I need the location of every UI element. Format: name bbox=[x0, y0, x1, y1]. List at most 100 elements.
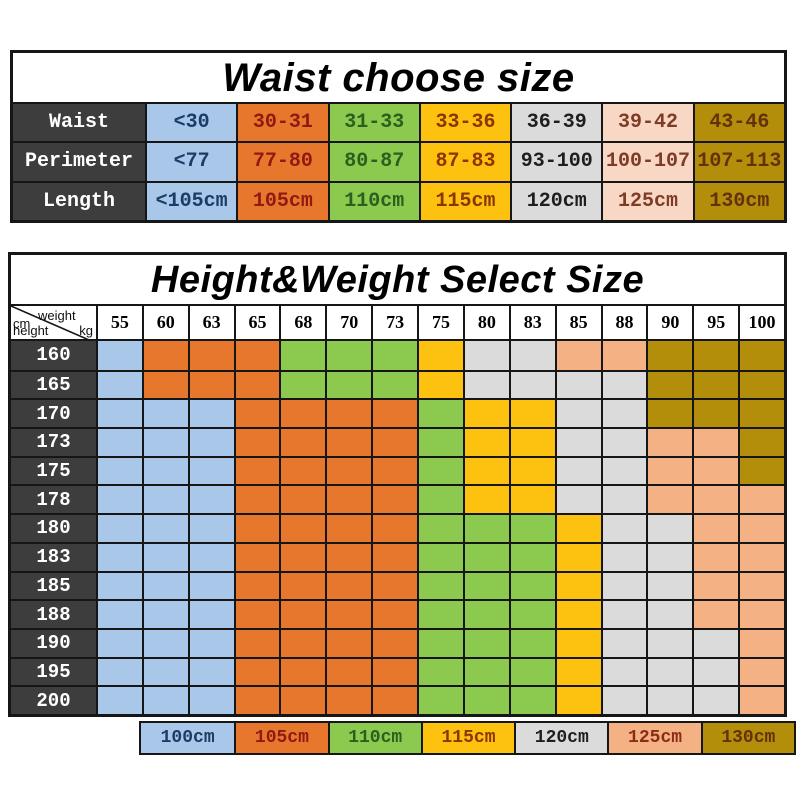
size-grid-cell bbox=[371, 570, 418, 600]
size-grid-cell bbox=[462, 685, 509, 714]
size-grid-cell bbox=[187, 369, 234, 399]
size-grid-cell bbox=[462, 656, 509, 686]
size-grid-cell bbox=[371, 627, 418, 657]
size-grid-cell bbox=[508, 398, 555, 428]
size-grid-cell bbox=[554, 341, 601, 370]
size-grid-cell bbox=[279, 484, 326, 514]
waist-size-cell: 125cm bbox=[601, 180, 693, 220]
waist-size-cell: <105cm bbox=[145, 180, 237, 220]
height-row-label: 178 bbox=[11, 484, 96, 514]
size-grid-cell bbox=[325, 369, 372, 399]
legend-cell: 105cm bbox=[234, 723, 328, 753]
size-grid-cell bbox=[692, 656, 739, 686]
size-grid-cell bbox=[233, 570, 280, 600]
size-grid-cell bbox=[508, 341, 555, 370]
size-grid-cell bbox=[600, 369, 647, 399]
weight-header-cell: 60 bbox=[141, 306, 188, 339]
size-grid-cell bbox=[233, 685, 280, 714]
size-grid-cell bbox=[508, 455, 555, 485]
size-grid-cell bbox=[738, 570, 784, 600]
size-grid-cell bbox=[417, 570, 463, 600]
waist-size-cell: 100-107 bbox=[601, 141, 693, 181]
size-grid-cell bbox=[187, 599, 234, 628]
waist-row-label-waist: Waist bbox=[13, 102, 145, 142]
size-grid-cell bbox=[508, 599, 555, 628]
weight-header-cell: 70 bbox=[325, 306, 371, 339]
size-grid-cell bbox=[187, 398, 234, 428]
size-grid-cell bbox=[692, 398, 739, 428]
size-grid-cell bbox=[96, 541, 142, 571]
size-grid-cell bbox=[462, 484, 509, 514]
height-row-label: 200 bbox=[11, 685, 96, 714]
size-grid-cell bbox=[187, 455, 234, 485]
size-grid-cell bbox=[279, 570, 326, 600]
size-grid-cell bbox=[233, 599, 280, 628]
size-grid-cell bbox=[371, 513, 418, 542]
size-grid-cell bbox=[325, 427, 372, 456]
legend-cell: 110cm bbox=[327, 723, 421, 753]
size-grid-cell bbox=[325, 513, 372, 542]
size-grid-cell bbox=[554, 455, 601, 485]
size-grid-cell bbox=[187, 427, 234, 456]
size-grid-cell bbox=[371, 541, 418, 571]
size-grid-cell bbox=[600, 599, 647, 628]
size-grid-cell bbox=[96, 627, 142, 657]
size-grid-cell bbox=[508, 685, 555, 714]
legend-cell: 130cm bbox=[700, 723, 794, 753]
waist-size-cell: 93-100 bbox=[510, 141, 602, 181]
size-grid-cell bbox=[738, 656, 784, 686]
size-grid-cell bbox=[417, 398, 463, 428]
size-grid-cell bbox=[646, 685, 693, 714]
size-grid-cell bbox=[325, 541, 372, 571]
size-grid-cell bbox=[141, 627, 188, 657]
weight-header-cell: 75 bbox=[417, 306, 463, 339]
size-grid-cell bbox=[233, 513, 280, 542]
size-grid-cell bbox=[692, 685, 739, 714]
corner-header-cell: weight kg cm height bbox=[11, 306, 96, 339]
weight-header-cell: 100 bbox=[738, 306, 784, 339]
size-grid-cell bbox=[692, 369, 739, 399]
corner-cm-label: cm bbox=[13, 316, 31, 331]
size-grid-cell bbox=[600, 570, 647, 600]
size-grid-cell bbox=[738, 398, 784, 428]
height-row-label: 180 bbox=[11, 513, 96, 542]
size-grid-cell bbox=[554, 427, 601, 456]
size-grid-cell bbox=[325, 570, 372, 600]
weight-header-cell: 83 bbox=[508, 306, 555, 339]
waist-size-cell: 39-42 bbox=[601, 102, 693, 142]
size-grid-cell bbox=[325, 455, 372, 485]
legend-cell: 100cm bbox=[141, 723, 235, 753]
size-grid-cell bbox=[646, 341, 693, 370]
size-grid-cell bbox=[738, 484, 784, 514]
size-grid-cell bbox=[279, 369, 326, 399]
size-grid-cell bbox=[692, 599, 739, 628]
size-grid-cell bbox=[738, 455, 784, 485]
size-grid-cell bbox=[279, 627, 326, 657]
size-grid-cell bbox=[600, 341, 647, 370]
weight-header-cell: 88 bbox=[600, 306, 647, 339]
height-row-label: 165 bbox=[11, 369, 96, 399]
size-grid-cell bbox=[462, 455, 509, 485]
height-row-label: 173 bbox=[11, 427, 96, 456]
size-grid-cell bbox=[462, 513, 509, 542]
size-grid-cell bbox=[141, 369, 188, 399]
size-grid-cell bbox=[508, 484, 555, 514]
size-grid-cell bbox=[417, 599, 463, 628]
size-grid-cell bbox=[646, 627, 693, 657]
size-grid-cell bbox=[233, 627, 280, 657]
height-row-label: 160 bbox=[11, 341, 96, 370]
size-grid-cell bbox=[371, 685, 418, 714]
size-grid-cell bbox=[646, 570, 693, 600]
size-grid-cell bbox=[417, 455, 463, 485]
weight-header-cell: 55 bbox=[96, 306, 142, 339]
size-grid-cell bbox=[371, 455, 418, 485]
waist-size-cell: 31-33 bbox=[327, 102, 419, 142]
legend-cell: 125cm bbox=[607, 723, 701, 753]
waist-table-grid: Waist <30 30-31 31-33 33-36 36-39 39-42 43-46 Pe… bbox=[13, 102, 784, 220]
size-grid-cell bbox=[600, 427, 647, 456]
size-grid-cell bbox=[187, 513, 234, 542]
size-grid-cell bbox=[462, 369, 509, 399]
waist-size-cell: 115cm bbox=[418, 180, 511, 220]
waist-size-cell: 80-87 bbox=[327, 141, 419, 181]
size-grid-cell bbox=[187, 484, 234, 514]
